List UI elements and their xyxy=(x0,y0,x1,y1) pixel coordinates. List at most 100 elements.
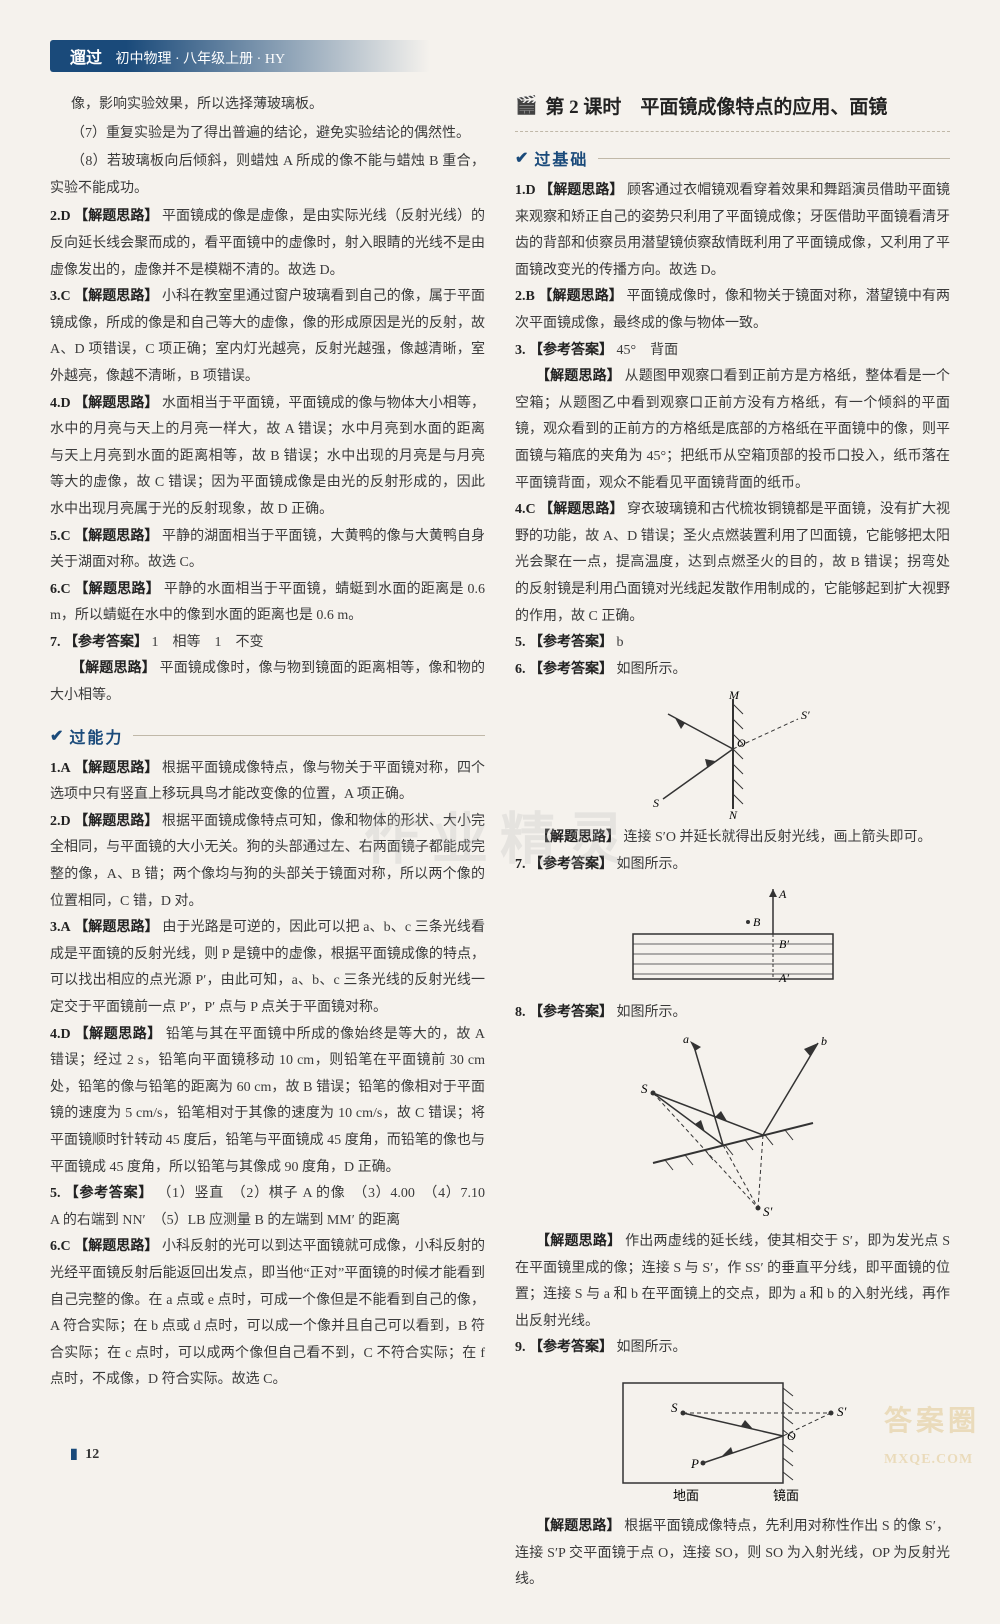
item-number: 6.C xyxy=(50,1239,71,1254)
ability-4d: 4.D 【解题思路】 铅笔与其在平面镜中所成的像始终是等大的，故 A 错误；经过… xyxy=(50,1022,485,1182)
item-text: 从题图甲观察口看到正前方是方格纸，整体看是一个空箱；从题图乙中看到观察口正前方没… xyxy=(515,369,950,490)
answer-text: 1 相等 1 不变 xyxy=(152,635,264,650)
lesson-header: 🎬 第 2 课时 平面镜成像特点的应用、面镜 xyxy=(515,92,950,119)
svg-text:b: b xyxy=(821,1034,827,1048)
item-number: 4.D xyxy=(50,396,71,411)
item-number: 4.C xyxy=(515,502,536,517)
answer-tag: 【参考答案】 xyxy=(529,662,613,677)
answer-text: 如图所示。 xyxy=(617,1005,687,1020)
item-text: 铅笔与其在平面镜中所成的像始终是等大的，故 A 错误；经过 2 s，铅笔向平面镜… xyxy=(50,1027,485,1175)
item-number: 4.D xyxy=(50,1027,71,1042)
item-number: 2.D xyxy=(50,209,71,224)
ability-5: 5. 【参考答案】 （1）竖直 （2）棋子 A 的像 （3）4.00 （4）7.… xyxy=(50,1181,485,1234)
item-number: 6.C xyxy=(50,582,71,597)
svg-text:B: B xyxy=(753,915,761,929)
basic-6-explain: 【解题思路】 连接 S′O 并延长就得出反射光线，画上箭头即可。 xyxy=(515,825,950,852)
explain-tag: 【解题思路】 xyxy=(536,1234,621,1249)
answer-text: 如图所示。 xyxy=(617,857,687,872)
basic-7: 7. 【参考答案】 如图所示。 xyxy=(515,852,950,879)
item-5c: 5.C 【解题思路】 平静的湖面相当于平面镜，大黄鸭的像与大黄鸭自身关于湖面对称… xyxy=(50,524,485,577)
item-number: 5. xyxy=(515,635,526,650)
svg-text:S′: S′ xyxy=(801,708,810,722)
basic-9: 9. 【参考答案】 如图所示。 xyxy=(515,1335,950,1362)
answer-tag: 【参考答案】 xyxy=(529,343,613,358)
item-number: 5.C xyxy=(50,529,71,544)
explain-tag: 【解题思路】 xyxy=(536,830,620,845)
answer-tag: 【参考答案】 xyxy=(65,1186,153,1201)
rule-line xyxy=(598,158,950,159)
answer-tag: 【参考答案】 xyxy=(529,857,613,872)
svg-text:P: P xyxy=(690,1456,699,1471)
basic-1d: 1.D 【解题思路】 顾客通过衣帽镜观看穿着效果和舞蹈演员借助平面镜来观察和矫正… xyxy=(515,178,950,284)
ability-3a: 3.A 【解题思路】 由于光路是可逆的，因此可以把 a、b、c 三条光线看成是平… xyxy=(50,915,485,1021)
section-basic-header: ✔ 过基础 xyxy=(515,146,950,170)
intro-line: 像，影响实验效果，所以选择薄玻璃板。 xyxy=(50,92,485,119)
explain-tag: 【解题思路】 xyxy=(74,582,160,597)
item-7-explain: 【解题思路】 平面镜成像时，像与物到镜面的距离相等，像和物的大小相等。 xyxy=(50,656,485,709)
answer-tag: 【参考答案】 xyxy=(529,635,613,650)
mirror-label: 镜面 xyxy=(773,1488,799,1503)
basic-8: 8. 【参考答案】 如图所示。 xyxy=(515,1000,950,1027)
ability-2d: 2.D 【解题思路】 根据平面镜成像特点可知，像和物体的形状、大小完全相同，与平… xyxy=(50,809,485,915)
basic-3: 3. 【参考答案】 45° 背面 xyxy=(515,338,950,365)
answer-tag: 【参考答案】 xyxy=(64,635,148,650)
basic-4c: 4.C 【解题思路】 穿衣玻璃镜和古代梳妆铜镜都是平面镜，没有扩大视野的功能，故… xyxy=(515,497,950,630)
svg-text:A: A xyxy=(778,887,787,901)
item-number: 3.A xyxy=(50,920,71,935)
svg-text:S: S xyxy=(671,1400,678,1415)
answer-tag: 【参考答案】 xyxy=(529,1340,613,1355)
explain-tag: 【解题思路】 xyxy=(74,761,158,776)
item-number: 2.D xyxy=(50,814,71,829)
explain-tag: 【解题思路】 xyxy=(74,529,158,544)
intro-line: （7）重复实验是为了得出普遍的结论，避免实验结论的偶然性。 xyxy=(50,121,485,148)
item-number: 6. xyxy=(515,662,526,677)
dashed-rule xyxy=(515,131,950,132)
basic-3-explain: 【解题思路】 从题图甲观察口看到正前方是方格纸，整体看是一个空箱；从题图乙中看到… xyxy=(515,364,950,497)
explain-tag: 【解题思路】 xyxy=(538,289,622,304)
explain-tag: 【解题思路】 xyxy=(74,1239,158,1254)
explain-tag: 【解题思路】 xyxy=(74,396,158,411)
svg-text:S′: S′ xyxy=(763,1204,773,1219)
svg-text:N: N xyxy=(728,808,738,819)
ground-label: 地面 xyxy=(673,1488,699,1503)
answer-text: b xyxy=(617,635,624,650)
explain-tag: 【解题思路】 xyxy=(74,289,158,304)
item-number: 1.A xyxy=(50,761,71,776)
item-number: 3. xyxy=(515,343,526,358)
explain-tag: 【解题思路】 xyxy=(74,814,158,829)
header-subtitle: 初中物理 · 八年级上册 · HY xyxy=(116,52,286,67)
basic-9-explain: 【解题思路】 根据平面镜成像特点，先利用对称性作出 S 的像 S′，连接 S′P… xyxy=(515,1514,950,1594)
ability-1a: 1.A 【解题思路】 根据平面镜成像特点，像与物关于平面镜对称，四个选项中只有竖… xyxy=(50,756,485,809)
item-text: 水面相当于平面镜，平面镜成的像与物体大小相等，水中的月亮与天上的月亮一样大，故 … xyxy=(50,396,485,517)
figure-6: M N S S′ O xyxy=(515,689,950,819)
item-text: 连接 S′O 并延长就得出反射光线，画上箭头即可。 xyxy=(624,830,932,845)
basic-8-explain: 【解题思路】 作出两虚线的延长线，使其相交于 S′，即为发光点 S 在平面镜里成… xyxy=(515,1229,950,1335)
explain-tag: 【解题思路】 xyxy=(539,502,623,517)
item-number: 5. xyxy=(50,1186,61,1201)
explain-tag: 【解题思路】 xyxy=(536,1519,621,1534)
section-title: 过能力 xyxy=(69,724,123,748)
left-column: 像，影响实验效果，所以选择薄玻璃板。 （7）重复实验是为了得出普遍的结论，避免实… xyxy=(50,92,485,1594)
item-7: 7. 【参考答案】 1 相等 1 不变 xyxy=(50,630,485,657)
explain-tag: 【解题思路】 xyxy=(75,1027,162,1042)
basic-2b: 2.B 【解题思路】 平面镜成像时，像和物关于镜面对称，潜望镜中有两次平面镜成像… xyxy=(515,284,950,337)
page-number-value: 12 xyxy=(85,1447,99,1462)
item-number: 1.D xyxy=(515,183,536,198)
clapper-icon: 🎬 xyxy=(515,95,537,116)
page-marker-icon: ▮ xyxy=(70,1447,78,1462)
right-column: 🎬 第 2 课时 平面镜成像特点的应用、面镜 ✔ 过基础 1.D 【解题思路】 … xyxy=(515,92,950,1594)
answer-text: 如图所示。 xyxy=(617,662,687,677)
item-4d: 4.D 【解题思路】 水面相当于平面镜，平面镜成的像与物体大小相等，水中的月亮与… xyxy=(50,391,485,524)
explain-tag: 【解题思路】 xyxy=(71,661,156,676)
svg-text:O: O xyxy=(737,736,746,750)
answer-text: 如图所示。 xyxy=(617,1340,687,1355)
lesson-title: 第 2 课时 平面镜成像特点的应用、面镜 xyxy=(545,92,887,119)
figure-8: S a b xyxy=(515,1033,950,1223)
svg-text:S: S xyxy=(641,1081,648,1096)
item-number: 3.C xyxy=(50,289,71,304)
section-ability-header: ✔ 过能力 xyxy=(50,724,485,748)
item-number: 9. xyxy=(515,1340,526,1355)
svg-text:S′: S′ xyxy=(837,1404,847,1419)
item-number: 7. xyxy=(515,857,526,872)
item-number: 8. xyxy=(515,1005,526,1020)
